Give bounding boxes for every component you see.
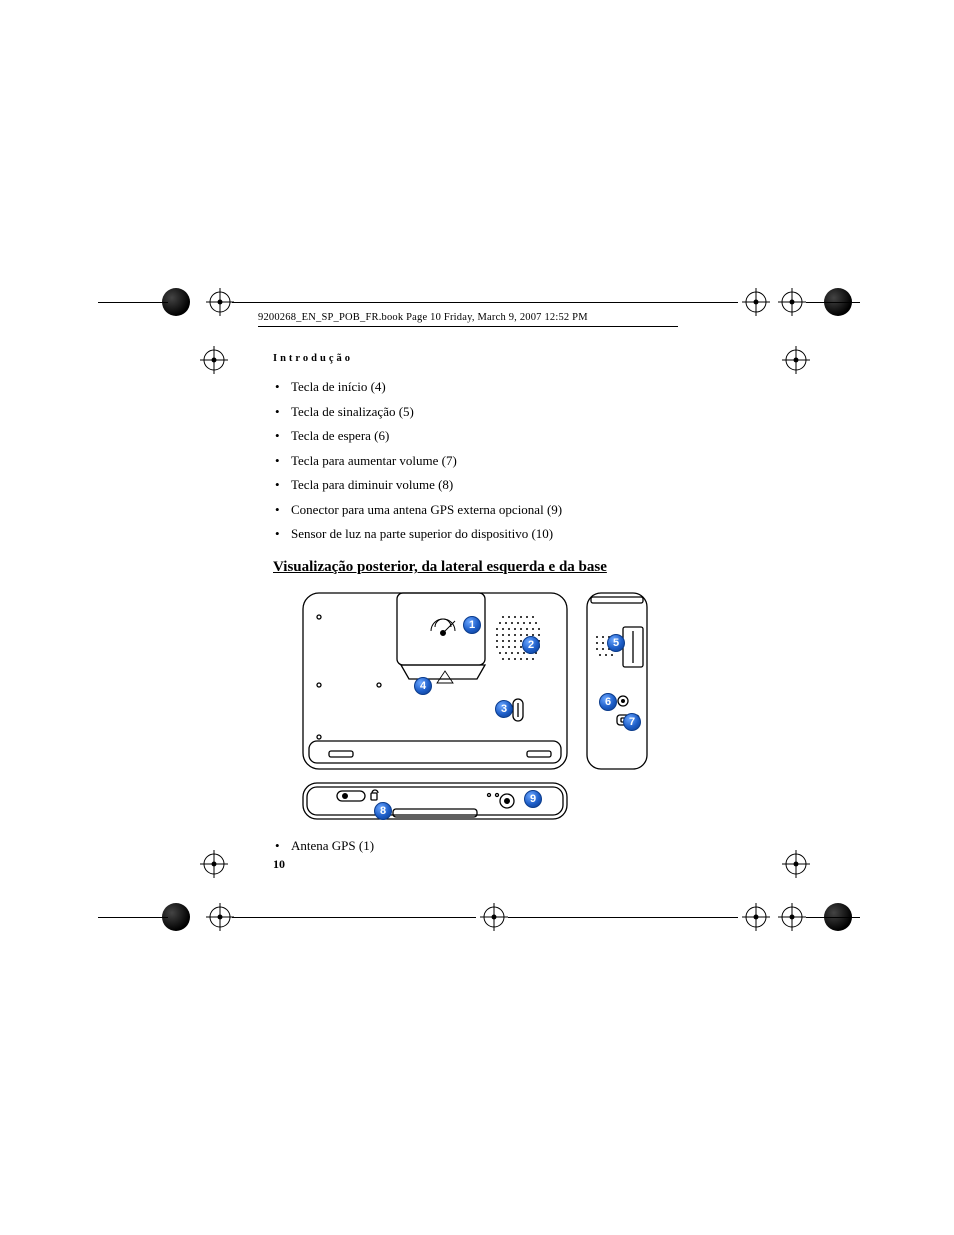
callout-badge-5: 5	[607, 634, 625, 652]
list-item-text: Tecla para aumentar volume (7)	[291, 453, 457, 468]
callout-badge-8: 8	[374, 802, 392, 820]
list-item-text: Tecla de sinalização (5)	[291, 404, 414, 419]
crop-rule	[806, 917, 860, 918]
list-item: Tecla de início (4)	[273, 378, 713, 396]
list-item-text: Tecla de início (4)	[291, 379, 386, 394]
list-item-text: Tecla de espera (6)	[291, 428, 389, 443]
callout-badge-3: 3	[495, 700, 513, 718]
feature-list-top: Tecla de início (4) Tecla de sinalização…	[273, 378, 713, 543]
crop-rule	[232, 302, 738, 303]
crop-rule	[232, 917, 476, 918]
crop-rule	[806, 302, 860, 303]
registration-mark-icon	[778, 288, 806, 316]
badge-number: 5	[613, 636, 619, 651]
registration-mark-icon	[782, 346, 810, 374]
manual-page: 9200268_EN_SP_POB_FR.book Page 10 Friday…	[0, 0, 954, 1235]
registration-mark-icon	[200, 346, 228, 374]
list-item: Tecla para diminuir volume (8)	[273, 476, 713, 494]
list-item: Tecla para aumentar volume (7)	[273, 452, 713, 470]
list-item: Antena GPS (1)	[273, 837, 713, 855]
callout-badge-6: 6	[599, 693, 617, 711]
registration-mark-icon	[742, 903, 770, 931]
feature-list-after-figure: Antena GPS (1)	[273, 837, 713, 855]
crop-rule	[508, 917, 738, 918]
section-label: Introdução	[273, 353, 353, 364]
list-item-text: Conector para uma antena GPS externa opc…	[291, 502, 562, 517]
callout-badge-7: 7	[623, 713, 641, 731]
list-item: Sensor de luz na parte superior do dispo…	[273, 525, 713, 543]
registration-mark-icon	[206, 288, 234, 316]
list-item: Tecla de espera (6)	[273, 427, 713, 445]
badge-number: 2	[528, 638, 534, 653]
crop-rule	[98, 302, 168, 303]
badge-number: 6	[605, 695, 611, 710]
badge-number: 3	[501, 702, 507, 717]
body-content: Tecla de início (4) Tecla de sinalização…	[273, 378, 713, 862]
registration-mark-icon	[206, 903, 234, 931]
running-header-rule	[258, 326, 678, 327]
subheading: Visualização posterior, da lateral esque…	[273, 557, 713, 577]
registration-mark-icon	[778, 903, 806, 931]
list-item: Conector para uma antena GPS externa opc…	[273, 501, 713, 519]
list-item-text: Sensor de luz na parte superior do dispo…	[291, 526, 553, 541]
crop-rule	[98, 917, 168, 918]
callout-badge-4: 4	[414, 677, 432, 695]
badge-number: 9	[530, 792, 536, 807]
registration-mark-icon	[480, 903, 508, 931]
callout-badge-2: 2	[522, 636, 540, 654]
list-item-text: Tecla para diminuir volume (8)	[291, 477, 453, 492]
running-header-text: 9200268_EN_SP_POB_FR.book Page 10 Friday…	[258, 312, 588, 323]
device-views-figure: 1 2 3 4 5 6 7 8 9	[297, 587, 657, 837]
list-item: Tecla de sinalização (5)	[273, 403, 713, 421]
list-item-text: Antena GPS (1)	[291, 838, 374, 853]
registration-mark-icon	[742, 288, 770, 316]
callout-badge-9: 9	[524, 790, 542, 808]
registration-mark-icon	[200, 850, 228, 878]
registration-mark-icon	[782, 850, 810, 878]
badge-number: 1	[469, 618, 475, 633]
badge-number: 4	[420, 679, 426, 694]
badge-number: 8	[380, 804, 386, 819]
callout-badge-1: 1	[463, 616, 481, 634]
page-number: 10	[273, 857, 285, 872]
badge-number: 7	[629, 715, 635, 730]
